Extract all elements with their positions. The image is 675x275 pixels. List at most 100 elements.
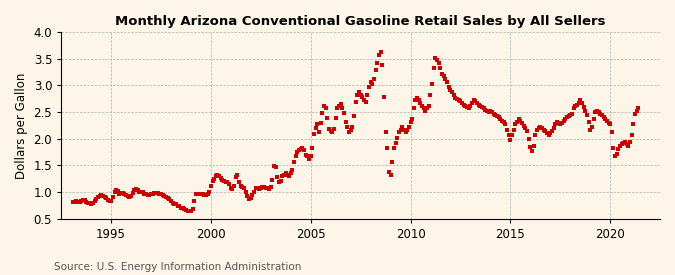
Point (236, 183, 246, 188)
Point (563, 114, 574, 119)
Point (259, 185, 269, 189)
Point (221, 180, 232, 184)
Point (162, 196, 173, 200)
Point (340, 119, 351, 124)
Point (458, 102, 469, 107)
Point (124, 195, 135, 199)
Point (493, 115, 504, 120)
Point (369, 77, 379, 81)
Point (518, 124, 529, 128)
Point (504, 133, 514, 137)
Point (147, 191, 158, 196)
Point (199, 192, 210, 197)
Point (618, 141, 629, 145)
Point (219, 179, 230, 184)
Point (300, 152, 311, 157)
Point (153, 191, 163, 195)
Point (106, 198, 117, 203)
Point (531, 127, 542, 132)
Point (491, 114, 502, 119)
Point (402, 127, 412, 132)
Point (104, 198, 115, 203)
Point (591, 109, 602, 113)
Point (159, 194, 170, 198)
Point (623, 143, 634, 148)
Point (94, 194, 105, 198)
Point (211, 174, 221, 178)
Point (250, 186, 261, 190)
Point (230, 175, 241, 179)
Point (69, 199, 80, 204)
Point (68, 200, 78, 204)
Point (628, 122, 639, 127)
Y-axis label: Dollars per Gallon: Dollars per Gallon (15, 72, 28, 178)
Point (465, 103, 476, 108)
Point (551, 119, 562, 124)
Point (87, 200, 98, 205)
Point (139, 191, 150, 196)
Point (101, 196, 111, 201)
Point (626, 133, 637, 137)
Point (435, 66, 446, 70)
Point (390, 141, 401, 145)
Point (319, 103, 329, 108)
Point (308, 132, 319, 137)
Point (339, 111, 350, 115)
Point (389, 146, 400, 150)
Point (537, 126, 547, 130)
Point (144, 192, 155, 197)
Point (590, 110, 601, 114)
Point (136, 189, 146, 194)
Point (362, 93, 373, 97)
Point (330, 116, 341, 121)
Point (372, 61, 383, 65)
Point (129, 188, 140, 193)
Point (179, 207, 190, 211)
Point (246, 196, 256, 200)
Point (89, 199, 100, 203)
Point (227, 187, 238, 192)
Point (190, 191, 201, 196)
Point (156, 192, 167, 196)
Point (225, 186, 236, 190)
Point (615, 143, 626, 148)
Point (357, 95, 368, 99)
Point (119, 192, 130, 196)
Point (71, 199, 82, 203)
Point (500, 122, 511, 127)
Point (380, 130, 391, 134)
Point (555, 122, 566, 127)
Point (533, 126, 544, 130)
Point (202, 192, 213, 196)
Point (523, 136, 534, 141)
Point (408, 106, 419, 111)
Point (275, 179, 286, 184)
Point (608, 146, 619, 150)
Point (379, 95, 389, 99)
Point (483, 110, 494, 114)
Point (244, 197, 254, 201)
Point (387, 160, 398, 164)
Point (128, 191, 138, 195)
Point (302, 153, 313, 158)
Point (410, 98, 421, 103)
Point (355, 93, 366, 97)
Point (214, 174, 225, 178)
Point (329, 127, 340, 131)
Point (215, 175, 226, 180)
Point (610, 154, 620, 158)
Point (502, 127, 512, 132)
Point (249, 190, 260, 194)
Point (456, 101, 467, 105)
Point (345, 127, 356, 132)
Point (287, 167, 298, 172)
Point (121, 193, 132, 197)
Point (348, 114, 359, 119)
Point (473, 102, 484, 107)
Point (554, 120, 564, 125)
Point (257, 185, 268, 189)
Point (488, 111, 499, 116)
Point (197, 192, 208, 196)
Point (169, 202, 180, 206)
Point (630, 111, 641, 116)
